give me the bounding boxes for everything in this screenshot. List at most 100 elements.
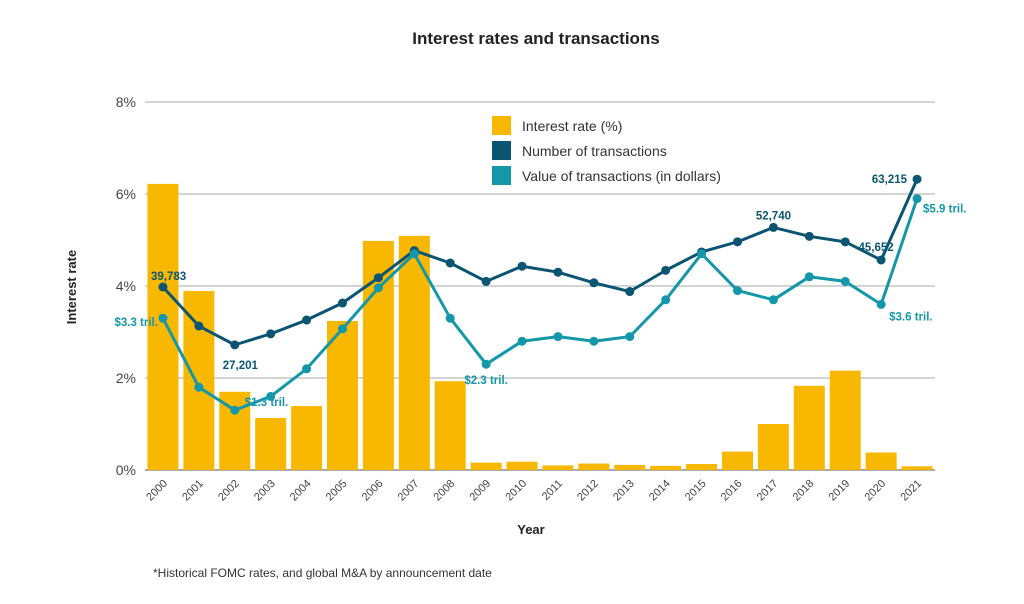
point-2019 [840, 276, 850, 286]
point-2014 [661, 295, 671, 305]
x-tick-label: 2003 [252, 478, 278, 504]
data-label: 63,215 [872, 174, 908, 186]
point-2009 [481, 359, 491, 369]
point-2020 [876, 299, 886, 309]
x-tick-label: 2017 [755, 478, 781, 504]
point-2021 [912, 174, 922, 184]
point-2004 [302, 315, 312, 325]
x-tick-label: 2000 [144, 478, 170, 504]
lines [158, 174, 922, 415]
point-2002 [230, 340, 240, 350]
point-2006 [373, 273, 383, 283]
point-2008 [445, 313, 455, 323]
annotations: 39,783 27,201 52,740 45,652 63,215 $3.3 tril.… [114, 174, 966, 409]
point-2007 [409, 249, 419, 259]
point-2018 [804, 231, 814, 241]
data-label: 45,652 [859, 242, 894, 254]
bar-2015 [686, 464, 718, 470]
x-tick-label: 2009 [467, 478, 493, 504]
x-tick-label: 2014 [647, 478, 673, 504]
bar-2014 [650, 465, 682, 470]
legend: Interest rate (%) Number of transactions V… [492, 116, 721, 185]
bar-2018 [793, 385, 825, 470]
y-tick-label: 4% [116, 278, 136, 294]
point-2004 [302, 364, 312, 374]
bar-2017 [757, 424, 789, 470]
point-2011 [553, 332, 563, 342]
data-label: $1.3 tril. [245, 397, 288, 409]
bar-2009 [470, 462, 502, 470]
point-2015 [697, 249, 707, 259]
point-2001 [194, 321, 204, 331]
bar-2003 [255, 418, 287, 470]
point-2021 [912, 194, 922, 204]
point-2005 [338, 324, 347, 334]
x-tick-label: 2008 [432, 478, 458, 504]
bar-2021 [901, 466, 933, 470]
point-2002 [230, 405, 240, 415]
x-tick-label: 2011 [540, 478, 565, 503]
x-tick-label: 2016 [719, 478, 745, 504]
bar-2016 [722, 451, 753, 470]
x-tick-label: 2018 [791, 478, 817, 504]
bar-2013 [614, 464, 646, 470]
legend-label: Number of transactions [522, 143, 667, 159]
x-tick-label: 2004 [288, 478, 314, 504]
point-2013 [625, 332, 635, 342]
point-2013 [625, 287, 635, 297]
bar-2012 [578, 463, 610, 470]
x-tick-label: 2001 [180, 478, 206, 504]
bar-2005 [327, 320, 358, 470]
bar-2004 [291, 406, 323, 470]
bar-2008 [434, 381, 466, 470]
data-label: 27,201 [223, 360, 259, 372]
data-label: $5.9 tril. [923, 204, 966, 216]
point-2017 [768, 295, 778, 305]
x-tick-label: 2010 [503, 478, 529, 504]
x-tick-label: 2002 [216, 478, 242, 504]
point-2017 [768, 222, 778, 232]
bar-2001 [183, 291, 215, 470]
point-2012 [589, 278, 599, 288]
line-series-1 [161, 178, 919, 347]
x-tick-label: 2020 [862, 478, 888, 504]
bar-2000 [147, 183, 179, 470]
x-axis-ticks: 2000 2001 2002 2003 2004 2005 2006 2007 2008 2009… [144, 478, 924, 504]
y-tick-label: 6% [116, 186, 136, 202]
point-2018 [804, 272, 814, 282]
legend-swatch [492, 116, 511, 135]
point-2005 [338, 298, 347, 308]
x-tick-label: 2019 [827, 478, 853, 504]
point-2016 [733, 286, 742, 296]
data-label: 52,740 [756, 210, 791, 222]
x-tick-label: 2006 [360, 478, 386, 504]
point-2009 [481, 276, 491, 286]
point-2008 [445, 258, 455, 268]
point-2011 [553, 267, 563, 277]
point-2014 [661, 265, 671, 275]
x-tick-label: 2012 [575, 478, 601, 504]
legend-swatch [492, 166, 511, 185]
chart-title: Interest rates and transactions [412, 29, 660, 48]
legend-label: Interest rate (%) [522, 118, 622, 134]
x-axis-title: Year [517, 522, 544, 537]
point-2010 [517, 261, 527, 271]
data-label: $2.3 tril. [464, 375, 507, 387]
x-tick-label: 2007 [396, 478, 422, 504]
footnote: *Historical FOMC rates, and global M&A b… [153, 566, 492, 580]
data-label: $3.3 tril. [114, 317, 157, 329]
x-tick-label: 2005 [324, 478, 350, 504]
legend-label: Value of transactions (in dollars) [522, 168, 721, 184]
bar-2010 [506, 461, 538, 470]
point-2001 [194, 382, 204, 392]
bar-2020 [865, 452, 897, 470]
y-axis-ticks: 0% 2% 4% 6% 8% [116, 94, 136, 478]
bar-2011 [542, 465, 574, 470]
y-tick-label: 8% [116, 94, 136, 110]
point-2000 [158, 282, 168, 292]
point-2012 [589, 336, 599, 346]
y-tick-label: 0% [116, 462, 136, 478]
bars [147, 183, 933, 470]
x-tick-label: 2013 [611, 478, 637, 504]
